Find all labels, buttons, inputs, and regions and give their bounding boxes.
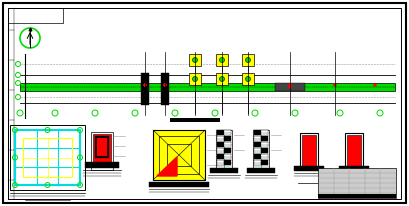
Bar — [254, 130, 261, 135]
Bar — [339, 166, 369, 171]
Bar — [217, 136, 224, 141]
Bar — [91, 132, 113, 170]
Circle shape — [245, 76, 250, 82]
Circle shape — [164, 83, 166, 87]
Bar — [224, 136, 231, 141]
Bar — [217, 160, 224, 165]
Bar — [95, 136, 109, 158]
Bar — [224, 160, 231, 165]
Bar — [300, 133, 318, 168]
Bar — [217, 130, 224, 135]
Bar — [217, 148, 224, 153]
Bar — [261, 136, 268, 141]
Bar — [167, 144, 191, 166]
Bar — [302, 135, 316, 166]
Circle shape — [288, 85, 292, 89]
Circle shape — [220, 57, 225, 62]
Circle shape — [245, 57, 250, 62]
Circle shape — [193, 57, 198, 62]
Bar — [189, 73, 201, 85]
Bar — [85, 162, 119, 168]
Bar — [254, 154, 261, 159]
Circle shape — [144, 83, 146, 87]
Bar — [224, 130, 231, 135]
Bar — [23, 138, 72, 177]
Bar — [8, 8, 63, 23]
Bar — [149, 182, 209, 187]
Bar — [217, 142, 224, 147]
Bar — [10, 125, 85, 190]
Bar — [242, 54, 254, 66]
Circle shape — [288, 83, 292, 87]
Bar — [261, 160, 268, 165]
Bar — [261, 142, 268, 147]
Bar — [224, 148, 231, 153]
Bar — [254, 136, 261, 141]
Bar — [345, 133, 363, 168]
Bar — [224, 142, 231, 147]
Bar — [216, 130, 232, 168]
Circle shape — [333, 83, 337, 87]
Polygon shape — [157, 157, 177, 176]
Circle shape — [193, 76, 198, 82]
Bar — [294, 166, 324, 171]
Bar — [170, 118, 220, 122]
Bar — [216, 54, 228, 66]
Bar — [347, 135, 361, 166]
Bar — [253, 130, 269, 168]
Bar — [217, 154, 224, 159]
Bar — [153, 130, 205, 180]
Bar — [261, 154, 268, 159]
Bar — [210, 168, 238, 173]
Bar — [224, 154, 231, 159]
Bar — [93, 134, 111, 162]
Bar — [20, 83, 395, 91]
Bar — [254, 148, 261, 153]
Bar — [97, 138, 107, 156]
Circle shape — [164, 83, 166, 87]
Circle shape — [220, 76, 225, 82]
Bar — [141, 73, 149, 105]
Bar — [275, 83, 305, 91]
Bar — [318, 194, 396, 198]
Bar — [242, 73, 254, 85]
Bar — [261, 130, 268, 135]
Bar — [247, 168, 275, 173]
Circle shape — [373, 83, 377, 87]
Bar — [159, 136, 199, 174]
Bar — [261, 148, 268, 153]
Bar — [15, 130, 80, 185]
Bar — [254, 160, 261, 165]
Bar — [254, 142, 261, 147]
Bar — [161, 73, 169, 105]
Bar — [216, 73, 228, 85]
Circle shape — [144, 83, 146, 87]
Bar — [189, 54, 201, 66]
Bar — [318, 168, 396, 198]
